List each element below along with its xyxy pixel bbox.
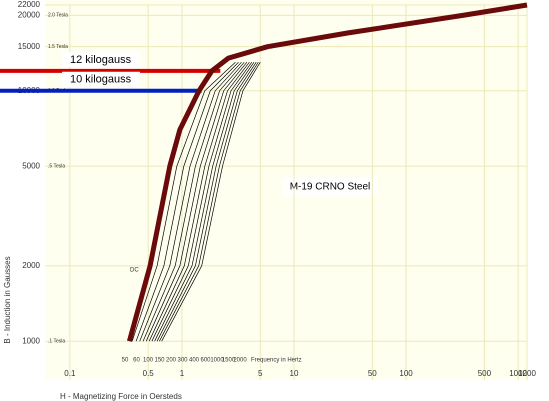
tesla-label: .5 Tesla	[48, 163, 65, 169]
x-tick-label: 1	[180, 369, 185, 378]
series-label: 50	[122, 358, 129, 364]
tesla-label: 1.5 Tesla	[48, 44, 68, 50]
series-line	[126, 2, 528, 342]
series-line	[148, 61, 250, 342]
series-line	[139, 61, 242, 342]
reference-label-box	[62, 51, 140, 67]
x-tick-label: 1200	[518, 369, 536, 378]
tesla-label: 2.0 Tesla	[48, 13, 68, 19]
y-tick-label: 15000	[18, 42, 41, 51]
tesla-label: .1 Tesla	[48, 339, 65, 345]
series-line	[161, 62, 261, 342]
chart-title: M-19 CRNO Steel	[290, 182, 371, 193]
reference-label: 10 kilogauss	[70, 74, 132, 86]
reference-label-box	[62, 71, 140, 87]
title-box	[283, 178, 378, 196]
series-label: 300	[177, 358, 188, 364]
series-label: 2000	[233, 358, 247, 364]
series-label: 600	[200, 358, 211, 364]
y-axis-label: B - Induction in Gausses	[3, 256, 12, 343]
series-label: 150	[154, 358, 165, 364]
series-line	[156, 62, 257, 342]
x-tick-label: 100	[399, 369, 413, 378]
series-label: DC	[130, 268, 139, 274]
x-tick-label: 0.1	[64, 369, 76, 378]
series-label: 100	[143, 358, 154, 364]
x-tick-label: 10	[290, 369, 299, 378]
reference-label: 12 kilogauss	[70, 54, 132, 66]
series-label: 400	[189, 358, 200, 364]
series-line	[151, 61, 253, 342]
frequency-label: Frequency in Hertz	[251, 358, 302, 364]
y-tick-label: 5000	[22, 161, 40, 170]
series-label: 1000	[210, 358, 224, 364]
y-tick-label: 1000	[22, 336, 40, 345]
series-line	[154, 62, 255, 342]
series-label: 1500	[222, 358, 236, 364]
x-tick-label: 0.5	[143, 369, 155, 378]
x-tick-label: 5	[258, 369, 263, 378]
series-line	[159, 62, 259, 342]
series-line	[142, 61, 245, 342]
series-label: 200	[166, 358, 177, 364]
x-tick-label: 500	[478, 369, 492, 378]
series-line	[145, 61, 248, 342]
x-tick-label: 1000	[509, 369, 527, 378]
series-line	[135, 61, 239, 342]
y-tick-label: 20000	[18, 10, 41, 19]
x-axis-label: H - Magnetizing Force in Oersteds	[60, 392, 182, 401]
y-tick-label: 22000	[18, 0, 41, 9]
x-tick-label: 50	[368, 369, 377, 378]
series-line	[131, 61, 236, 342]
series-label: 60	[133, 358, 140, 364]
y-tick-label: 2000	[22, 261, 40, 270]
